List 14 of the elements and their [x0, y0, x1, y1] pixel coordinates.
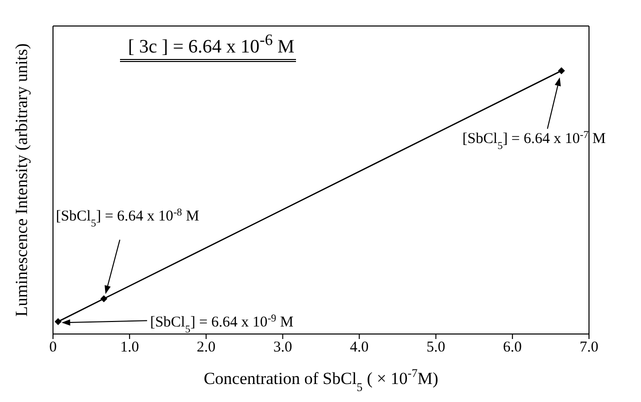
x-tick-label: 5.0: [426, 340, 446, 356]
x-tick-label: 6.0: [503, 340, 522, 356]
x-tick-label: 0: [49, 340, 57, 356]
annotation: [SbCl$_{5}$] = 6.64 x 10$^{-9}$ M: [150, 313, 294, 336]
chart-title: [ 3c ] = 6.64 x 10$^{-6}$ M: [120, 32, 296, 62]
x-tick-label: 7.0: [580, 340, 598, 356]
x-axis-title: Concentration of SbCl$_{5}$ ( × 10$^{-7}$M): [204, 366, 438, 394]
y-axis-title: Luminescence Intensity (arbitrary units): [12, 43, 31, 317]
x-tick-label: 2.0: [196, 340, 216, 356]
annotation: [SbCl$_{5}$] = 6.64 x 10$^{-8}$ M: [56, 207, 200, 230]
x-tick-label: 1.0: [120, 340, 139, 356]
annotation: [SbCl$_{5}$] = 6.64 x 10$^{-7}$ M: [462, 129, 606, 152]
x-tick-label: 4.0: [350, 340, 369, 356]
x-tick-label: 3.0: [273, 340, 292, 356]
